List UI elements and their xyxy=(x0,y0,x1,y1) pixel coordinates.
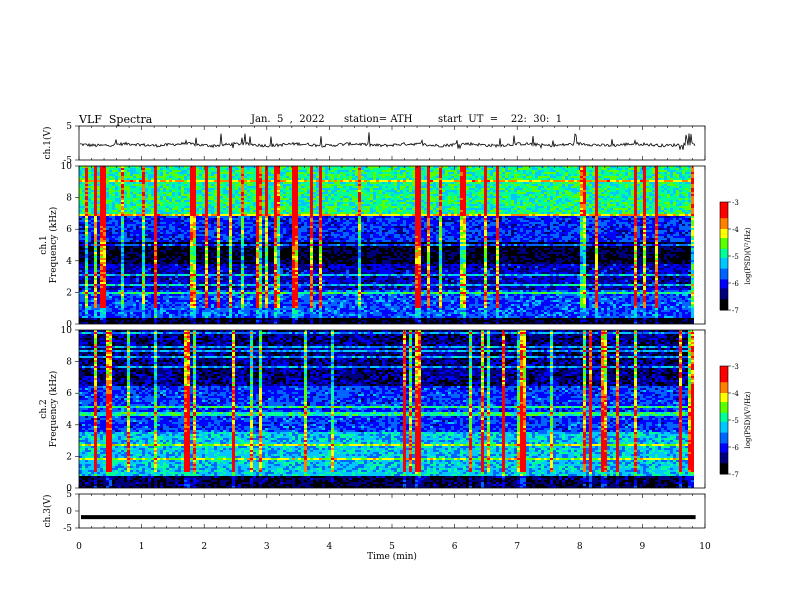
vlf-spectra-figure: 5-5ch.1(V) 0246810ch.1 Frequency (kHz) 02… xyxy=(0,0,792,612)
ch2-colorbar: -3 -4 -5 -6 -7 log(PSD)(V²/Hz) xyxy=(720,363,752,479)
x-tick-label: 6 xyxy=(452,542,458,552)
y-tick-label: 8 xyxy=(66,194,72,204)
x-tick-label: 4 xyxy=(327,542,333,552)
colorbar-tick-label: -4 xyxy=(732,226,739,234)
y-tick-label: 10 xyxy=(61,326,73,336)
ch3-trace-panel: 5 0 -5 ch.3(V) 0 1 2 3 4 5 6 7 8 9 10 Time (min) xyxy=(42,490,711,562)
colorbar-tick-label: -5 xyxy=(732,417,739,425)
colorbar-tick-label: -7 xyxy=(732,471,739,479)
x-tick-label: 8 xyxy=(577,542,583,552)
y-tick-label: 2 xyxy=(66,288,72,298)
colorbar-label: log(PSD)(V²/Hz) xyxy=(744,391,752,448)
x-tick-label: 2 xyxy=(201,542,207,552)
y-tick-label: -5 xyxy=(63,524,72,534)
x-tick-label: 0 xyxy=(76,542,82,552)
spectrogram-cells xyxy=(79,166,694,324)
colorbar-tick-label: -6 xyxy=(732,444,739,452)
y-axis-label: ch.2 xyxy=(39,399,49,418)
y-tick-label: 6 xyxy=(66,389,72,399)
colorbar-tick-label: -6 xyxy=(732,280,739,288)
y-tick-label: 2 xyxy=(66,452,72,462)
colorbar-tick-label: -5 xyxy=(732,253,739,261)
x-tick-label: 1 xyxy=(139,542,145,552)
x-tick-label: 10 xyxy=(699,542,711,552)
x-tick-label: 3 xyxy=(264,542,270,552)
axes-frame xyxy=(79,494,705,528)
y-tick-label: 4 xyxy=(66,257,72,267)
y-tick-label: 5 xyxy=(66,490,72,500)
ch1-colorbar: -3 -4 -5 -6 -7 log(PSD)(V²/Hz) xyxy=(720,199,752,315)
y-axis-label: ch.1(V) xyxy=(42,127,53,160)
x-tick-label: 9 xyxy=(640,542,646,552)
colorbar-tick-label: -3 xyxy=(732,199,739,207)
colorbar-tick-label: -4 xyxy=(732,390,739,398)
y-tick-label: 0 xyxy=(66,507,72,517)
y-tick-label: 10 xyxy=(61,162,73,172)
y-tick-label: 4 xyxy=(66,421,72,431)
x-axis-label: Time (min) xyxy=(367,551,417,562)
colorbar-tick-label: -7 xyxy=(732,307,739,315)
spectrogram-cells xyxy=(79,330,694,488)
x-tick-label: 5 xyxy=(389,542,395,552)
y-axis-label: ch.3(V) xyxy=(42,495,53,528)
colorbar-label: log(PSD)(V²/Hz) xyxy=(744,227,752,284)
y-axis-label: ch.1 xyxy=(39,235,49,254)
ch1-trace-panel: 5-5ch.1(V) xyxy=(42,122,705,166)
ch1-signal-line xyxy=(80,132,695,150)
x-tick-label: 7 xyxy=(514,542,520,552)
y-tick-label: 8 xyxy=(66,358,72,368)
y-tick-label: 6 xyxy=(66,225,72,235)
y-tick-label: 5 xyxy=(66,122,72,132)
colorbar-tick-label: -3 xyxy=(732,363,739,371)
y-axis-label: Frequency (kHz) xyxy=(48,371,59,448)
y-axis-label: Frequency (kHz) xyxy=(48,207,59,284)
